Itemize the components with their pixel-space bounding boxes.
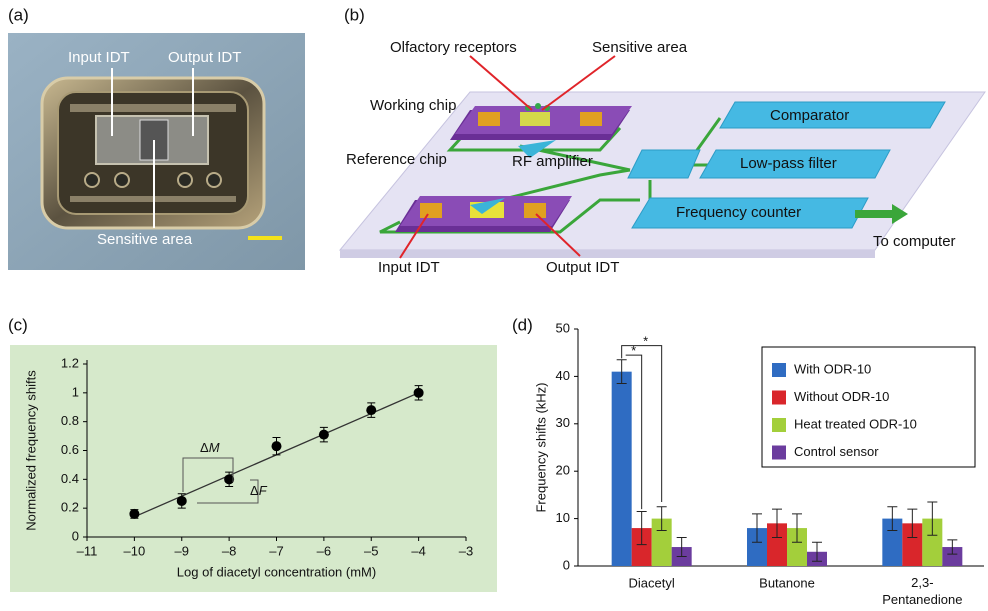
panel-label: (a) bbox=[8, 5, 29, 24]
legend-swatch bbox=[772, 418, 786, 432]
data-point bbox=[272, 441, 282, 451]
x-tick-label: –9 bbox=[175, 543, 189, 558]
x-tick-label: Butanone bbox=[759, 575, 815, 590]
diagram-label: Comparator bbox=[770, 107, 849, 124]
y-tick-label: 1.2 bbox=[61, 355, 79, 370]
x-tick-label: 2,3-Pentanedione bbox=[882, 575, 962, 607]
y-tick-label: 10 bbox=[556, 510, 570, 525]
legend-swatch bbox=[772, 391, 786, 405]
photo-label: Output IDT bbox=[168, 49, 241, 66]
diagram: Olfactory receptors Sensitive area Worki… bbox=[340, 39, 985, 276]
data-point bbox=[414, 388, 424, 398]
diagram-label: Sensitive area bbox=[592, 39, 688, 56]
y-tick-label: 50 bbox=[556, 320, 570, 335]
legend-label: With ODR-10 bbox=[794, 361, 871, 376]
diagram-label: RF amplifier bbox=[512, 153, 593, 170]
diagram-label: Reference chip bbox=[346, 151, 447, 168]
y-tick-label: 0.2 bbox=[61, 500, 79, 515]
data-point bbox=[319, 430, 329, 440]
significance-marker: * bbox=[631, 343, 636, 358]
panel-label: (b) bbox=[344, 5, 365, 24]
photo: Input IDT Output IDT Sensitive area bbox=[8, 33, 305, 270]
data-point bbox=[129, 509, 139, 519]
y-tick-label: 0.6 bbox=[61, 442, 79, 457]
x-tick-label: –10 bbox=[124, 543, 146, 558]
y-tick-label: 0 bbox=[563, 557, 570, 572]
x-tick-label: –8 bbox=[222, 543, 236, 558]
x-tick-label: –5 bbox=[364, 543, 378, 558]
x-axis-title: Log of diacetyl concentration (mM) bbox=[177, 564, 376, 579]
annotation: ΔM bbox=[200, 440, 220, 455]
charts: 0 0.2 0.4 0.6 0.8 1 1.2 –11 –10 –9 –8 –7 –6 –5 –4 –3 Log… bbox=[10, 320, 984, 607]
x-tick-label: –3 bbox=[459, 543, 473, 558]
data-point bbox=[366, 405, 376, 415]
y-tick-label: 0.8 bbox=[61, 413, 79, 428]
legend-label: Without ODR-10 bbox=[794, 389, 889, 404]
diagram-label: Output IDT bbox=[546, 259, 619, 276]
diagram-label: Olfactory receptors bbox=[390, 39, 517, 56]
y-tick-label: 30 bbox=[556, 415, 570, 430]
legend-swatch bbox=[772, 363, 786, 377]
data-point bbox=[177, 496, 187, 506]
x-tick-label: –6 bbox=[317, 543, 331, 558]
diagram-label: Frequency counter bbox=[676, 204, 801, 221]
significance-marker: * bbox=[643, 334, 648, 349]
x-tick-label: –7 bbox=[269, 543, 283, 558]
photo-label: Sensitive area bbox=[97, 231, 193, 248]
bar bbox=[612, 372, 632, 566]
y-tick-label: 1 bbox=[72, 384, 79, 399]
y-tick-label: 40 bbox=[556, 368, 570, 383]
diagram-label: To computer bbox=[873, 233, 956, 250]
legend-label: Heat treated ODR-10 bbox=[794, 416, 917, 431]
diagram-label: Working chip bbox=[370, 97, 456, 114]
legend-label: Control sensor bbox=[794, 444, 879, 459]
panel-label: (c) bbox=[8, 315, 28, 334]
annotation: ΔF bbox=[250, 483, 268, 498]
y-axis-title: Normalized frequency shifts bbox=[23, 370, 38, 531]
diagram-label: Input IDT bbox=[378, 259, 440, 276]
y-tick-label: 20 bbox=[556, 463, 570, 478]
y-tick-label: 0 bbox=[72, 528, 79, 543]
y-axis-title: Frequency shifts (kHz) bbox=[533, 382, 548, 512]
x-tick-label: Diacetyl bbox=[629, 575, 675, 590]
diagram-label: Low-pass filter bbox=[740, 155, 837, 172]
y-tick-label: 0.4 bbox=[61, 471, 79, 486]
legend-swatch bbox=[772, 446, 786, 460]
panel-label: (d) bbox=[512, 315, 533, 334]
x-tick-label: –4 bbox=[411, 543, 425, 558]
figure: (a) (b) (c) (d) Input IDT Output IDT Sen… bbox=[0, 0, 988, 611]
photo-label: Input IDT bbox=[68, 49, 130, 66]
x-tick-label: –11 bbox=[77, 543, 98, 558]
